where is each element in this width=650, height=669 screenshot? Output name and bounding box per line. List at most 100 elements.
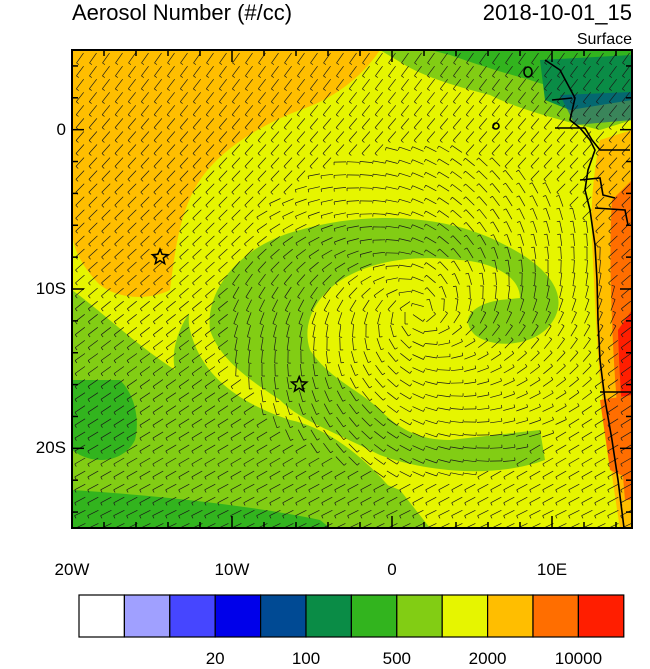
wind-barb-flag xyxy=(476,472,477,475)
wind-barb-flag xyxy=(308,176,309,179)
latitude-label: 0 xyxy=(6,120,66,140)
colorbar-tick-label: 2000 xyxy=(458,649,518,669)
colorbar-box xyxy=(533,595,578,637)
wind-barb-flag xyxy=(386,213,387,216)
wind-barb-flag xyxy=(455,299,458,300)
wind-barb-flag xyxy=(88,529,89,532)
wind-barb-flag xyxy=(335,529,336,532)
wind-barb-flag xyxy=(257,529,258,532)
colorbar-box xyxy=(124,595,169,637)
wind-barb-flag xyxy=(341,362,344,363)
wind-barb-flag xyxy=(450,407,451,410)
colorbar-box xyxy=(170,595,215,637)
wind-barb-flag xyxy=(598,273,601,274)
colorbar-tick-label: 20 xyxy=(185,649,245,669)
longitude-label: 10E xyxy=(522,560,582,580)
wind-barb-flag xyxy=(127,529,128,532)
wind-barb-flag xyxy=(326,337,329,338)
wind-barb-flag xyxy=(373,174,374,177)
wind-barb-flag xyxy=(572,273,575,274)
colorbar-box xyxy=(488,595,533,637)
wind-barb-flag xyxy=(75,529,76,532)
wind-barb-flag xyxy=(373,161,374,164)
wind-barb-flag xyxy=(140,529,141,532)
wind-barb-flag xyxy=(347,228,348,231)
colorbar-box xyxy=(351,595,396,637)
aerosol-field xyxy=(72,50,632,528)
wind-barb-flag xyxy=(608,529,609,532)
wind-barb-flag xyxy=(296,529,297,532)
longitude-label: 10W xyxy=(202,560,262,580)
colorbar-box xyxy=(306,595,351,637)
wind-barb-flag xyxy=(386,226,387,229)
wind-barb-flag xyxy=(530,529,531,532)
colorbar xyxy=(79,595,624,637)
wind-barb-flag xyxy=(387,529,388,532)
colorbar-box xyxy=(261,595,306,637)
wind-barb-flag xyxy=(283,529,284,532)
longitude-label: 20W xyxy=(42,560,102,580)
colorbar-box xyxy=(578,595,623,637)
wind-barb-flag xyxy=(488,392,489,395)
wind-barb-flag xyxy=(585,273,588,274)
wind-barb-flag xyxy=(192,529,193,532)
colorbar-box xyxy=(215,595,260,637)
wind-barb-flag xyxy=(391,324,394,325)
wind-barb-flag xyxy=(114,529,115,532)
wind-barb-flag xyxy=(465,529,466,532)
wind-barb-flag xyxy=(218,529,219,532)
wind-barb-flag xyxy=(570,221,573,222)
wind-barb-flag xyxy=(321,189,322,192)
colorbar-tick-label: 500 xyxy=(367,649,427,669)
wind-barb-flag xyxy=(478,529,479,532)
wind-barb-flag xyxy=(527,444,528,447)
wind-barb-flag xyxy=(517,529,518,532)
wind-barb-flag xyxy=(491,529,492,532)
wind-barb-flag xyxy=(339,337,342,338)
wind-barb-flag xyxy=(244,529,245,532)
wind-barb-flag xyxy=(270,529,271,532)
wind-barb-flag xyxy=(450,394,451,397)
wind-barb-flag xyxy=(153,529,154,532)
wind-barb-flag xyxy=(413,529,414,532)
wind-barb-flag xyxy=(621,529,622,532)
wind-barb-flag xyxy=(322,529,323,532)
wind-barb-flag xyxy=(520,286,523,287)
wind-barb-flag xyxy=(348,529,349,532)
wind-barb-flag xyxy=(166,529,167,532)
colorbar-box xyxy=(397,595,442,637)
wind-barb-flag xyxy=(543,529,544,532)
wind-barb-flag xyxy=(261,350,264,351)
wind-barb-flag xyxy=(309,529,310,532)
wind-barb-flag xyxy=(374,529,375,532)
wind-barb-flag xyxy=(400,529,401,532)
wind-barb-flag xyxy=(179,529,180,532)
latitude-label: 10S xyxy=(6,279,66,299)
colorbar-box xyxy=(442,595,487,637)
wind-barb-flag xyxy=(205,529,206,532)
wind-barb-flag xyxy=(514,431,515,434)
colorbar-box xyxy=(79,595,124,637)
wind-barb-flag xyxy=(453,286,456,287)
longitude-label: 0 xyxy=(362,560,422,580)
wind-barb-flag xyxy=(361,529,362,532)
colorbar-tick-label: 10000 xyxy=(548,649,608,669)
colorbar-tick-label: 100 xyxy=(276,649,336,669)
wind-barb-flag xyxy=(463,433,464,436)
wind-barb-flag xyxy=(439,529,440,532)
wind-barb-flag xyxy=(274,350,277,351)
wind-barb-flag xyxy=(437,355,438,358)
wind-barb-flag xyxy=(315,375,318,376)
wind-barb-flag xyxy=(463,446,464,449)
wind-barb-flag xyxy=(399,265,400,268)
wind-barb-flag xyxy=(569,529,570,532)
wind-barb-flag xyxy=(101,529,102,532)
wind-barb-flag xyxy=(582,529,583,532)
wind-barb-flag xyxy=(426,529,427,532)
latitude-label: 20S xyxy=(6,438,66,458)
wind-barb-flag xyxy=(289,388,292,389)
wind-barb-flag xyxy=(452,529,453,532)
wind-barb-flag xyxy=(504,529,505,532)
wind-barb-flag xyxy=(595,529,596,532)
wind-barb-flag xyxy=(556,529,557,532)
